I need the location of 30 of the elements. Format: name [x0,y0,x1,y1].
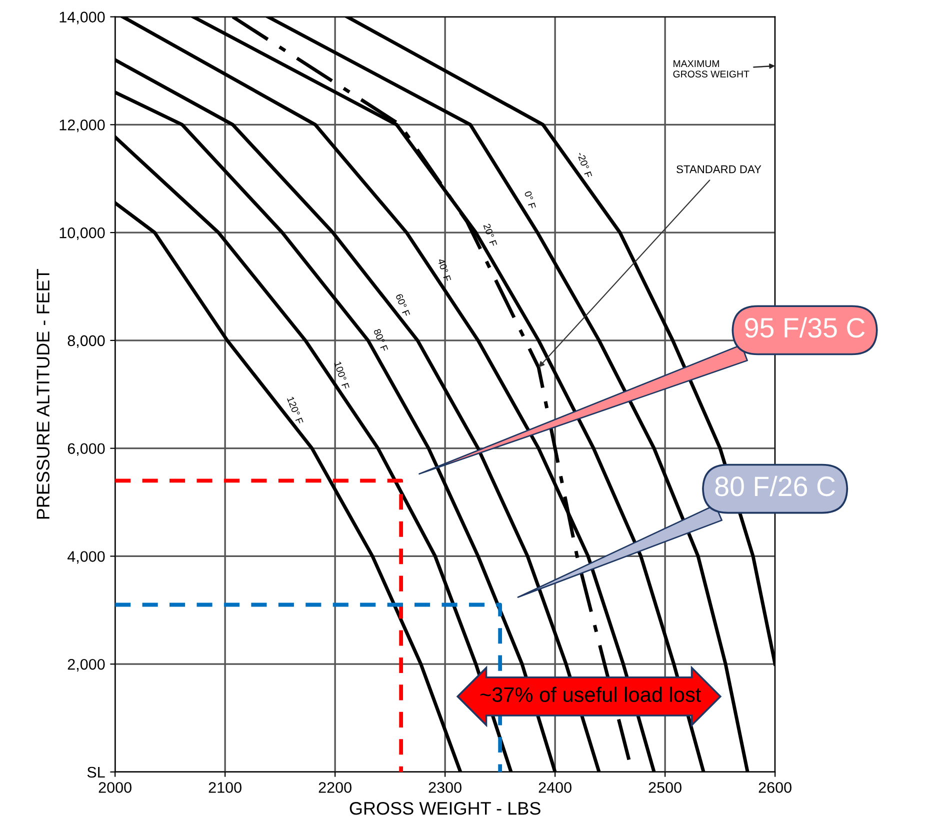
x-axis-title: GROSS WEIGHT - LBS [350,802,540,815]
x-tick-label: 2200 [318,782,352,793]
text: STANDARD DAY [676,165,762,174]
annotation: MAXIMUM GROSS WEIGHT [673,60,750,78]
annotation: ~37% of useful load lost [480,686,702,702]
text: 120° F [286,396,304,425]
y-tick-label: 10,000 [60,227,105,240]
text: 80° F [373,328,388,352]
text: 60° F [396,293,410,317]
text: -20° F [577,152,592,178]
text: 100° F [334,361,350,390]
text: 40° F [438,258,452,282]
x-tick-label: 2600 [758,782,792,793]
x-tick-label: 2100 [208,782,242,793]
text: 0° F [524,190,536,210]
y-tick-label: SL [87,766,105,778]
x-tick-label: 2400 [538,782,572,793]
y-tick-label: 2,000 [68,658,105,672]
x-tick-label: 2500 [648,782,682,793]
y-tick-label: 12,000 [60,120,105,132]
text: 20° F [483,223,498,247]
y-tick-label: 4,000 [67,551,105,564]
annotation: 95 F/35 C [745,317,865,338]
x-tick-label: 2000 [98,782,132,793]
y-tick-label: 14,000 [60,12,105,24]
y-axis-title: PRESSURE ALTITUDE - FEET [36,269,50,519]
y-tick-label: 8,000 [68,335,105,348]
annotation: 80 F/26 C [715,476,835,496]
x-tick-label: 2300 [428,782,462,793]
y-tick-label: 6,000 [68,443,105,456]
